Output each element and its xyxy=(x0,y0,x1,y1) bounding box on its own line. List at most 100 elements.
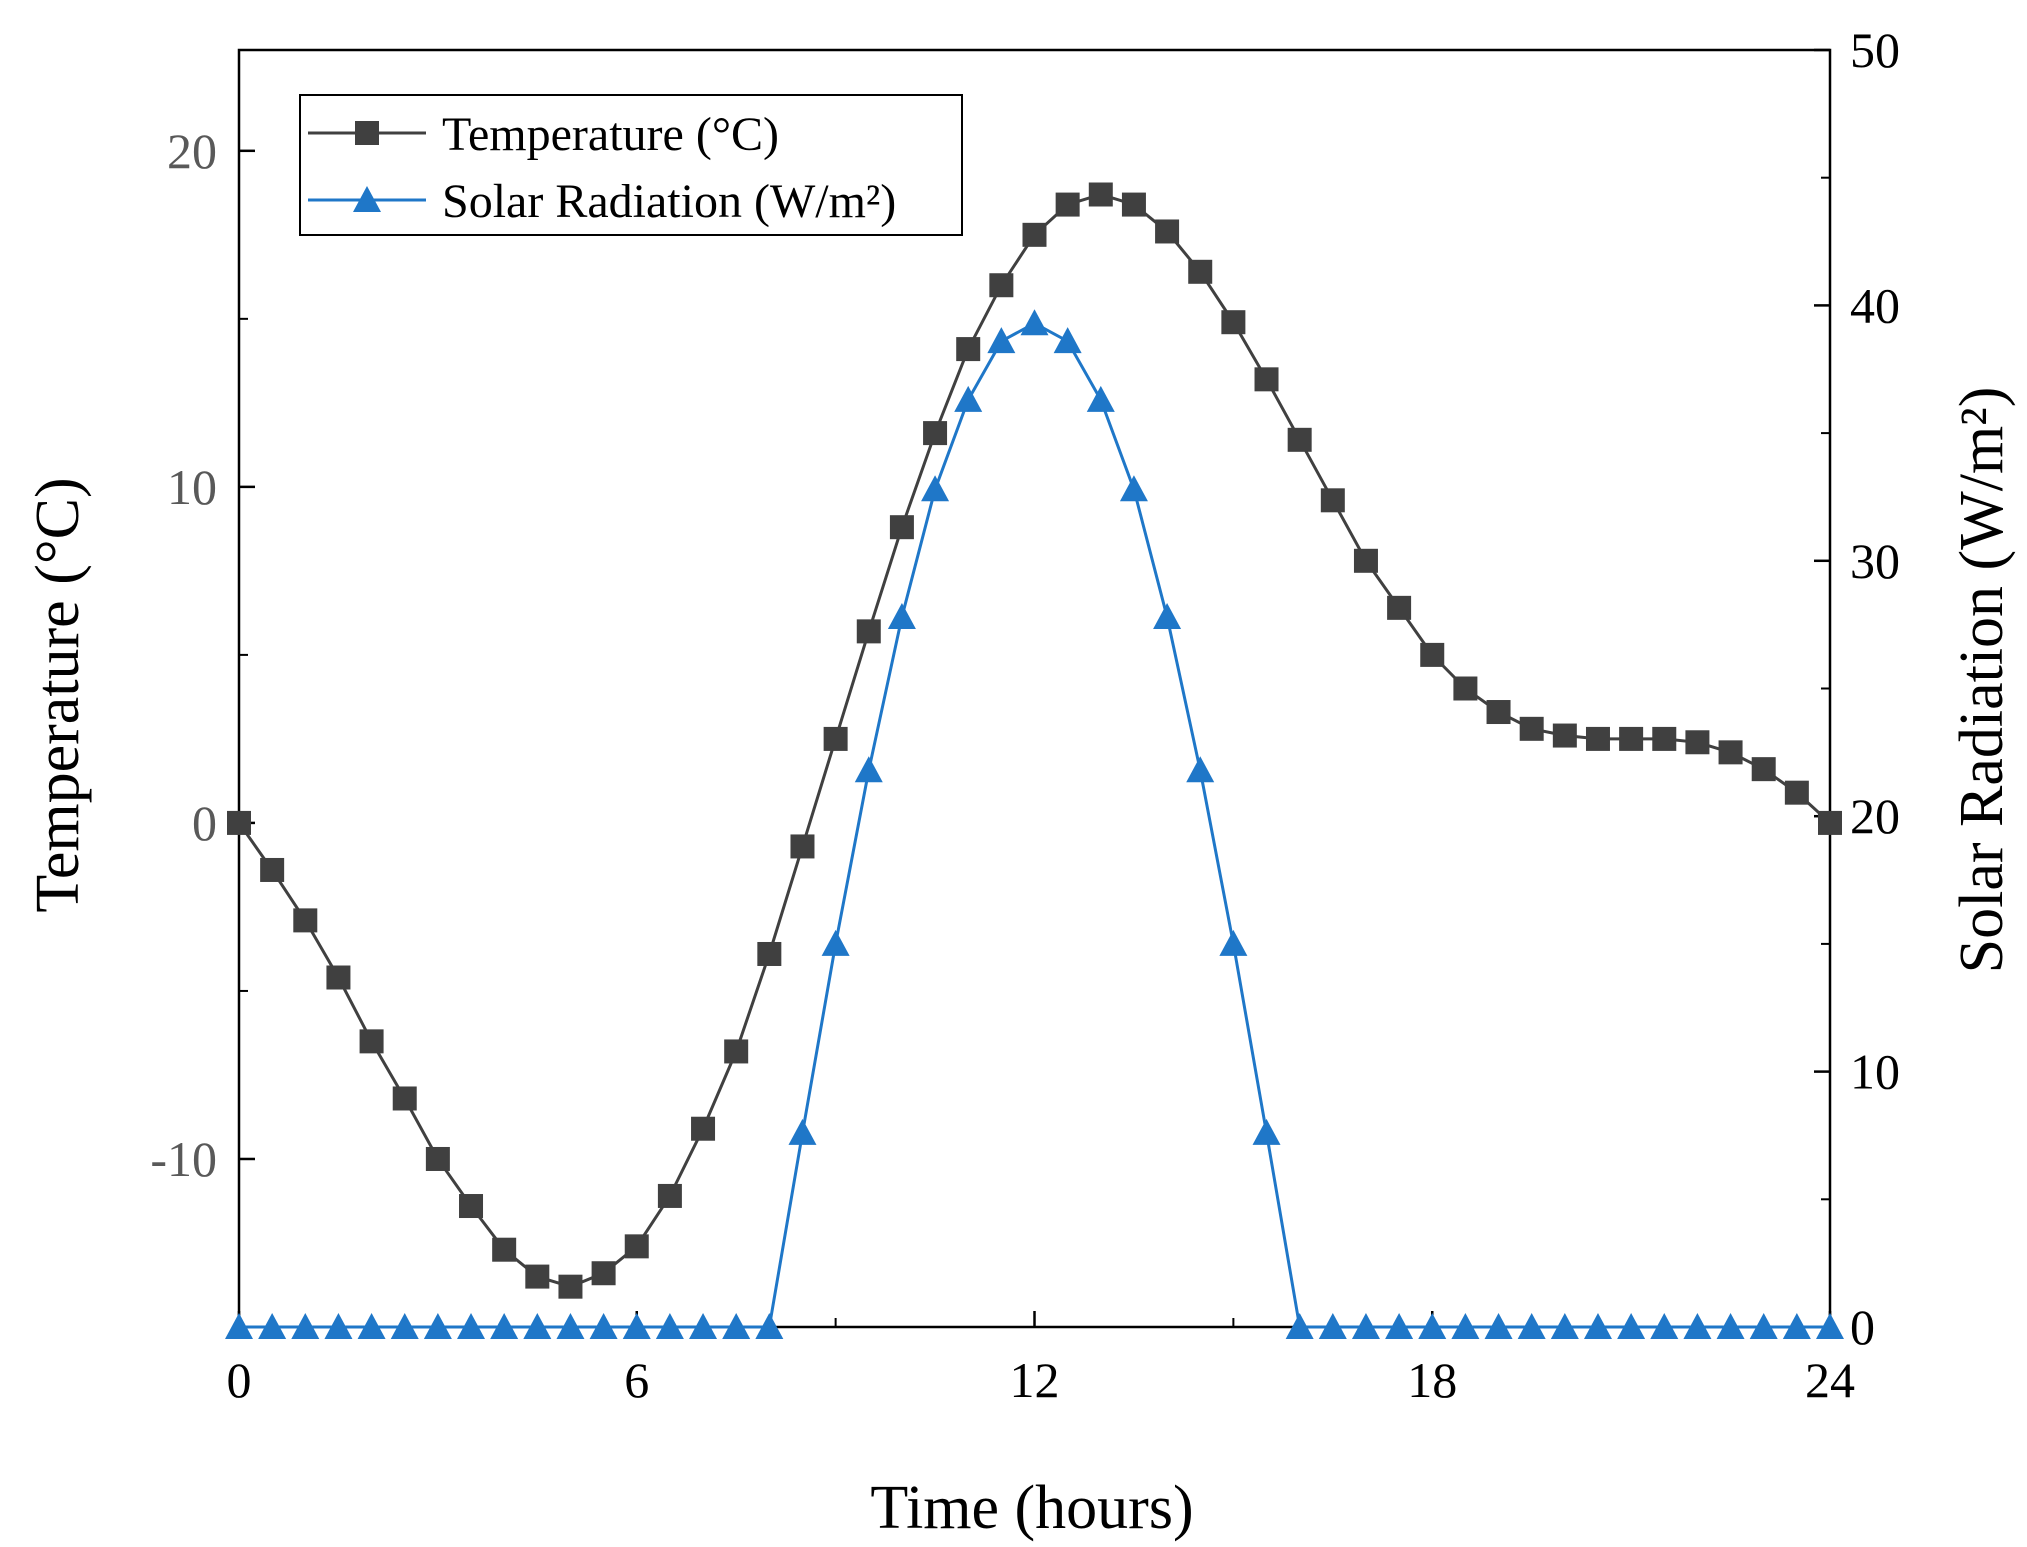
data-point xyxy=(1318,1313,1347,1339)
data-point xyxy=(954,385,983,412)
data-point xyxy=(887,602,916,629)
y-right-tick-label: 30 xyxy=(1850,533,1900,589)
data-point xyxy=(657,1183,682,1208)
x-tick-label: 0 xyxy=(227,1352,252,1408)
data-point xyxy=(1387,595,1412,620)
y-right-tick-label: 40 xyxy=(1850,277,1900,333)
data-point xyxy=(1020,309,1049,336)
data-point xyxy=(1453,676,1478,701)
series-line xyxy=(239,321,1830,1329)
data-point xyxy=(556,1313,585,1339)
y-left-tick-label: -10 xyxy=(150,1131,217,1187)
data-point xyxy=(989,273,1014,298)
x-tick-label: 6 xyxy=(624,1352,649,1408)
data-point xyxy=(1287,427,1312,452)
data-point xyxy=(1353,548,1378,573)
data-point xyxy=(921,475,950,502)
axis-ticks: 0 6 12 18 24 -10 0 10 20 0 10 20 30 40 50 xyxy=(150,22,1900,1408)
data-point xyxy=(326,965,351,990)
data-point xyxy=(490,1313,519,1339)
data-point xyxy=(691,1116,716,1141)
y-right-tick-label: 0 xyxy=(1850,1299,1875,1355)
data-point xyxy=(1552,723,1577,748)
data-point xyxy=(1517,1313,1546,1339)
data-point xyxy=(1285,1313,1314,1339)
data-point xyxy=(1022,222,1047,247)
legend-label-temperature: Temperature (°C) xyxy=(442,108,779,161)
data-point xyxy=(1583,1313,1612,1339)
data-point xyxy=(1550,1313,1579,1339)
data-point xyxy=(1221,310,1246,335)
data-point xyxy=(1716,1313,1745,1339)
data-point xyxy=(722,1313,751,1339)
data-point xyxy=(1119,475,1148,502)
x-axis-title: Time (hours) xyxy=(870,1474,1193,1542)
data-point xyxy=(1053,327,1082,354)
data-point xyxy=(757,941,782,966)
data-point xyxy=(624,1234,649,1259)
data-point xyxy=(889,515,914,540)
data-point xyxy=(854,756,883,783)
data-point xyxy=(227,810,251,835)
data-point xyxy=(1486,700,1511,725)
data-point xyxy=(1153,602,1182,629)
data-point xyxy=(724,1039,749,1064)
legend-label-solar: Solar Radiation (W/m²) xyxy=(442,175,896,228)
data-point xyxy=(1652,726,1677,751)
data-point xyxy=(558,1274,583,1299)
data-point xyxy=(1619,726,1644,751)
x-tick-label: 12 xyxy=(1010,1352,1060,1408)
data-point xyxy=(1188,259,1213,284)
data-point xyxy=(1086,385,1115,412)
data-point xyxy=(1186,756,1215,783)
data-point xyxy=(1749,1313,1778,1339)
data-point xyxy=(225,1313,253,1339)
data-point xyxy=(589,1313,618,1339)
y-right-tick-label: 10 xyxy=(1850,1044,1900,1100)
data-point xyxy=(823,726,848,751)
data-point xyxy=(1320,488,1345,513)
data-point xyxy=(1055,192,1080,217)
data-point xyxy=(1617,1313,1646,1339)
data-point xyxy=(622,1313,651,1339)
data-point xyxy=(291,1313,320,1339)
data-point xyxy=(1585,726,1610,751)
data-point xyxy=(689,1313,718,1339)
data-point xyxy=(425,1146,450,1171)
data-point xyxy=(260,857,285,882)
series-solar-radiation xyxy=(225,309,1844,1339)
data-point xyxy=(1385,1313,1414,1339)
legend: Temperature (°C) Solar Radiation (W/m²) xyxy=(299,94,963,236)
data-point xyxy=(457,1313,486,1339)
data-point xyxy=(392,1086,417,1111)
data-point xyxy=(523,1313,552,1339)
data-point xyxy=(459,1194,484,1219)
data-point xyxy=(1155,219,1180,244)
data-point xyxy=(1484,1313,1513,1339)
data-point xyxy=(856,619,881,644)
data-point xyxy=(357,1313,386,1339)
y-left-tick-label: 20 xyxy=(167,123,217,179)
data-point xyxy=(987,327,1016,354)
data-point xyxy=(1121,192,1146,217)
data-point xyxy=(755,1313,784,1339)
data-point xyxy=(1351,1313,1380,1339)
y-axis-left-title: Temperature (°C) xyxy=(24,477,92,912)
y-right-tick-label: 20 xyxy=(1850,788,1900,844)
data-point xyxy=(1088,182,1113,207)
data-point xyxy=(1650,1313,1679,1339)
legend-marker-solar xyxy=(353,186,381,212)
data-point xyxy=(1254,367,1279,392)
data-point xyxy=(821,929,850,956)
data-point xyxy=(1683,1313,1712,1339)
data-point xyxy=(1784,780,1809,805)
data-point xyxy=(1685,730,1710,755)
data-point xyxy=(956,337,981,362)
data-point xyxy=(1782,1313,1811,1339)
data-point xyxy=(1451,1313,1480,1339)
data-point xyxy=(790,834,815,859)
data-point xyxy=(258,1313,287,1339)
y-left-tick-label: 10 xyxy=(167,459,217,515)
data-point xyxy=(324,1313,353,1339)
